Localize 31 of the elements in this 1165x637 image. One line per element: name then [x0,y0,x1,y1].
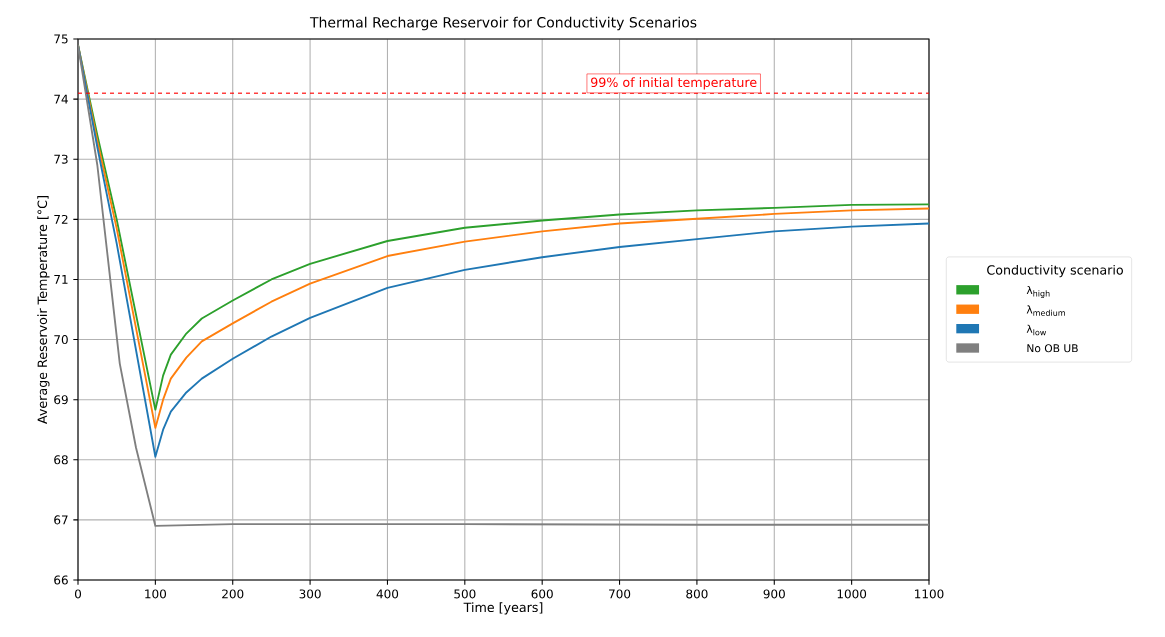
x-tick-label: 700 [609,589,631,599]
legend-title: Conductivity scenario [987,264,1123,278]
y-tick-label: 70 [54,335,68,345]
y-tick-label: 71 [54,275,68,284]
ref-line-label: 99% of initial temperature [591,77,757,90]
chart-title: Thermal Recharge Reservoir for Conductivity Scenarios [309,16,697,31]
text: No OB UB [1027,344,1078,353]
x-tick-label: 0 [74,589,82,599]
y-tick-label: 75 [54,34,68,44]
y-axis-title: Average Reservoir Temperature [°C] [37,196,50,424]
text: λ$_{medium}$ [1026,305,1065,316]
x-tick-label: 200 [222,589,244,599]
y-tick-label: 72 [54,214,68,224]
text: λ$_{low}$ [1026,324,1047,336]
x-tick-label: 500 [454,589,476,599]
y-tick-label: 69 [54,395,68,405]
x-tick-label: 1000 [837,589,867,599]
x-tick-label: 100 [145,589,167,599]
y-tick-label: 68 [54,455,68,465]
x-axis-title: Time [years] [463,602,543,615]
x-tick-label: 1100 [915,589,944,599]
y-tick-label: 73 [54,154,68,164]
y-tick-label: 67 [54,515,68,525]
x-tick-label: 800 [686,589,708,599]
y-tick-label: 66 [54,575,68,585]
text: λ$_{high}$ [1026,285,1050,299]
x-tick-label: 900 [763,589,785,599]
x-tick-label: 600 [531,589,553,599]
x-tick-label: 400 [376,589,399,599]
x-tick-label: 300 [299,589,321,599]
y-tick-label: 74 [54,94,68,104]
